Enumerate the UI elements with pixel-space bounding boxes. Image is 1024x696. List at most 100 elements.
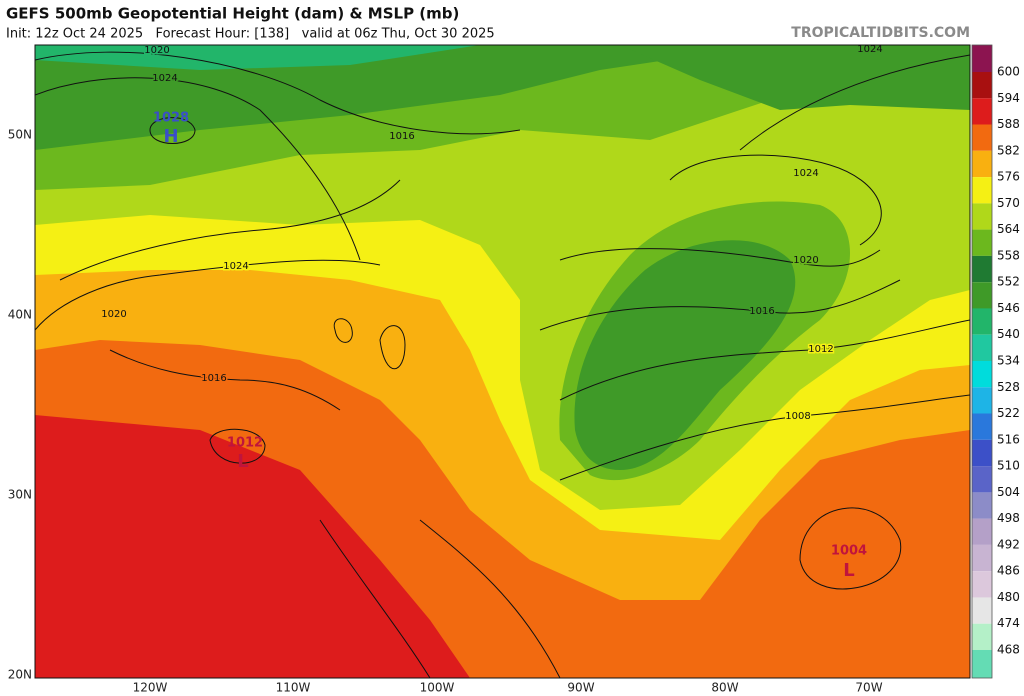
map-field: 1020 1024 1016 1024 1020 1016 1024 1020 … (35, 44, 970, 678)
isobar (669, 154, 882, 246)
colorbar-swatch (972, 72, 992, 99)
colorbar-swatch (972, 255, 992, 283)
isobar-label: 1024 (857, 44, 882, 55)
colorbar-swatch (972, 650, 992, 678)
colorbar-swatch (972, 308, 992, 335)
subtitle: Init: 12z Oct 24 2025 Forecast Hour: [13… (6, 27, 495, 42)
colorbar: 600 594 588 582 576 570 564 558 552 546 540 534 528 5… (971, 44, 1020, 679)
lat-label: 30N (8, 488, 32, 502)
title: GEFS 500mb Geopotential Height (dam) & M… (6, 5, 459, 23)
isobar (149, 117, 196, 144)
colorbar-frame (971, 44, 993, 679)
lon-label: 90W (567, 681, 594, 695)
band-552-northeast (620, 45, 970, 110)
isobar (419, 519, 561, 678)
isobar (109, 349, 341, 411)
colorbar-label: 474 (997, 616, 1020, 630)
isobar-label: 1024 (152, 73, 177, 84)
colorbar-swatch (972, 361, 992, 388)
isobar (319, 519, 431, 678)
colorbar-label: 468 (997, 643, 1020, 657)
map-frame (34, 44, 971, 679)
isobar-label: 1016 (749, 306, 774, 317)
colorbar-label: 576 (997, 170, 1020, 184)
high-pressure-value: 1028 (153, 111, 189, 126)
colorbar-swatch (972, 518, 992, 545)
colorbar-swatch (972, 413, 992, 440)
isobar (739, 54, 970, 151)
low-pressure-marker: L (843, 560, 854, 581)
lon-label: 80W (711, 681, 738, 695)
colorbar-label: 534 (997, 354, 1020, 368)
colorbar-label: 504 (997, 485, 1020, 499)
colorbar-swatch (972, 571, 992, 598)
isobar (333, 318, 353, 343)
isobar (379, 325, 406, 370)
isobar-label: 1016 (201, 373, 226, 384)
colorbar-swatch (972, 203, 992, 230)
lon-label: 110W (276, 681, 311, 695)
isobar-label: 1016 (389, 131, 414, 142)
colorbar-label: 516 (997, 432, 1020, 446)
colorbar-label: 480 (997, 590, 1020, 604)
colorbar-swatch (972, 623, 992, 650)
isobar-label: 1020 (101, 309, 126, 320)
colorbar-swatch (972, 45, 992, 72)
isobar (59, 179, 401, 281)
high-pressure-marker: H (163, 126, 178, 147)
lat-label: 50N (8, 128, 32, 142)
colorbar-label: 594 (997, 91, 1020, 105)
isobar (209, 428, 266, 464)
colorbar-swatch (972, 466, 992, 493)
isobar (539, 279, 901, 331)
lat-labels: 50N 40N 30N 20N (8, 128, 32, 682)
colorbar-label: 498 (997, 511, 1020, 525)
colorbar-swatch (972, 387, 992, 414)
lon-label: 70W (855, 681, 882, 695)
isobar (559, 248, 881, 267)
low-pressure-value: 1004 (831, 544, 867, 559)
low-pressure-marker: L (237, 451, 248, 472)
colorbar-swatch (972, 544, 992, 572)
colorbar-label: 570 (997, 196, 1020, 210)
colorbar-label: 600 (997, 65, 1020, 79)
isobar (35, 51, 521, 135)
colorbar-label: 522 (997, 406, 1020, 420)
colorbar-label: 552 (997, 275, 1020, 289)
low-pressure-value: 1012 (227, 436, 263, 451)
isobar (35, 77, 361, 261)
band-552-north (35, 45, 760, 150)
colorbar-label: 582 (997, 143, 1020, 157)
isobar (559, 319, 970, 401)
colorbar-swatch (972, 229, 992, 256)
colorbar-label: 528 (997, 380, 1020, 394)
colorbar-label: 486 (997, 564, 1020, 578)
colorbar-swatch (972, 597, 992, 624)
colorbar-swatch (972, 334, 992, 361)
colorbar-swatch (972, 492, 992, 519)
lat-label: 40N (8, 308, 32, 322)
lon-label: 120W (133, 681, 168, 695)
isobar-label: 1012 (808, 344, 833, 355)
isobar-label: 1008 (785, 411, 810, 422)
colorbar-label: 540 (997, 327, 1020, 341)
colorbar-label: 510 (997, 459, 1020, 473)
colorbar-swatch (972, 124, 992, 151)
lon-label: 100W (420, 681, 455, 695)
isobar-label: 1020 (144, 45, 169, 56)
isobar (559, 394, 970, 481)
colorbar-swatch (972, 282, 992, 309)
isobar-label: 1024 (793, 168, 818, 179)
lat-label: 20N (8, 668, 32, 682)
isobar (35, 259, 381, 331)
colorbar-swatch (972, 439, 992, 467)
band-552-trough (574, 240, 796, 470)
colorbar-label: 558 (997, 248, 1020, 262)
colorbar-swatch (972, 177, 992, 204)
band-546 (35, 45, 480, 70)
isobar-label: 1020 (793, 255, 818, 266)
colorbar-label: 546 (997, 301, 1020, 315)
watermark: TROPICALTIDBITS.COM (791, 25, 970, 41)
colorbar-label: 588 (997, 117, 1020, 131)
